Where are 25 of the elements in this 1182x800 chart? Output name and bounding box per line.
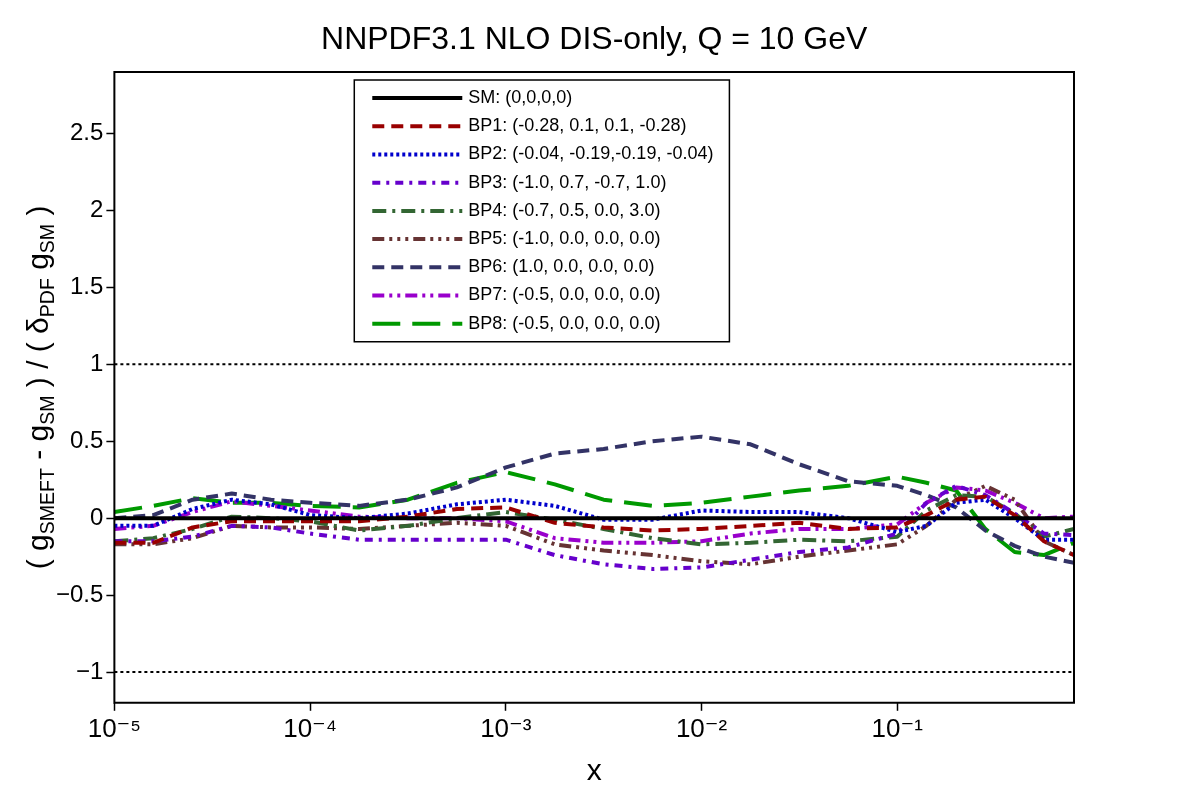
y-tick-label: 2: [90, 195, 104, 223]
y-tick-label: 1.5: [70, 272, 104, 300]
y-tick-label: −0.5: [55, 579, 104, 607]
legend-label: BP4: (-0.7, 0.5, 0.0, 3.0): [468, 199, 661, 220]
text: ( gSMEFT - gSM ) / ( δPDF gSM ): [21, 205, 59, 570]
legend-label: BP5: (-1.0, 0.0, 0.0, 0.0): [468, 228, 661, 249]
y-tick-label: 1: [90, 348, 104, 376]
x-tick-label: 10⁻³: [480, 712, 532, 743]
legend-label: BP8: (-0.5, 0.0, 0.0, 0.0): [468, 312, 661, 333]
x-tick-label: 10⁻¹: [871, 712, 924, 743]
legend-label: BP2: (-0.04, -0.19,-0.19, -0.04): [468, 143, 714, 164]
y-tick-label: 0: [90, 502, 104, 530]
y-tick-label: −1: [76, 656, 104, 684]
legend-label: BP1: (-0.28, 0.1, 0.1, -0.28): [468, 115, 687, 136]
y-tick-label: 2.5: [70, 118, 104, 146]
legend-label: BP6: (1.0, 0.0, 0.0, 0.0): [468, 256, 655, 277]
x-tick-label: 10⁻²: [675, 712, 728, 743]
x-tick-label: 10⁻⁴: [283, 712, 338, 743]
legend-label: SM: (0,0,0,0): [468, 87, 573, 108]
x-axis-title: x: [586, 753, 602, 787]
y-tick-label: 0.5: [70, 425, 104, 453]
chart-title: NNPDF3.1 NLO DIS-only, Q = 10 GeV: [321, 19, 868, 56]
x-tick-label: 10⁻⁵: [87, 712, 142, 743]
legend-label: BP3: (-1.0, 0.7, -0.7, 1.0): [468, 171, 667, 192]
legend-label: BP7: (-0.5, 0.0, 0.0, 0.0): [468, 284, 661, 305]
